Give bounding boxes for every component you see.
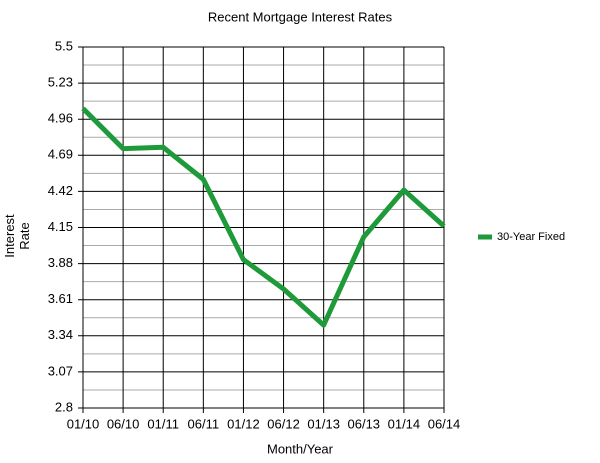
y-tick-label: 2.8 [55, 399, 73, 414]
x-tick-label: 01/10 [67, 416, 100, 431]
y-tick-label: 4.15 [48, 219, 73, 234]
y-axis-label: Interest Rate [2, 214, 32, 258]
x-tick-label: 01/12 [227, 416, 260, 431]
x-tick-label: 06/13 [348, 416, 381, 431]
legend-label: 30-Year Fixed [497, 231, 565, 243]
y-tick-label: 4.96 [48, 111, 73, 126]
y-tick-label: 3.34 [48, 327, 73, 342]
y-tick-label: 3.61 [48, 291, 73, 306]
y-tick-label: 5.23 [48, 75, 73, 90]
y-tick-label: 4.42 [48, 183, 73, 198]
x-tick-label: 06/11 [188, 416, 220, 431]
series-line [81, 106, 446, 328]
chart-title: Recent Mortgage Interest Rates [208, 9, 393, 24]
y-tick-label: 4.69 [48, 147, 73, 162]
x-tick-label: 06/12 [267, 416, 300, 431]
y-tick-label: 3.07 [48, 363, 73, 378]
x-tick-label: 01/13 [307, 416, 340, 431]
y-tick-label: 5.5 [55, 38, 73, 53]
y-tick-label: 3.88 [48, 255, 73, 270]
x-tick-label: 06/10 [107, 416, 140, 431]
x-tick-label: 06/14 [428, 416, 461, 431]
x-tick-label: 01/14 [388, 416, 421, 431]
x-axis-label: Month/Year [267, 441, 334, 456]
x-tick-label: 01/11 [147, 416, 179, 431]
